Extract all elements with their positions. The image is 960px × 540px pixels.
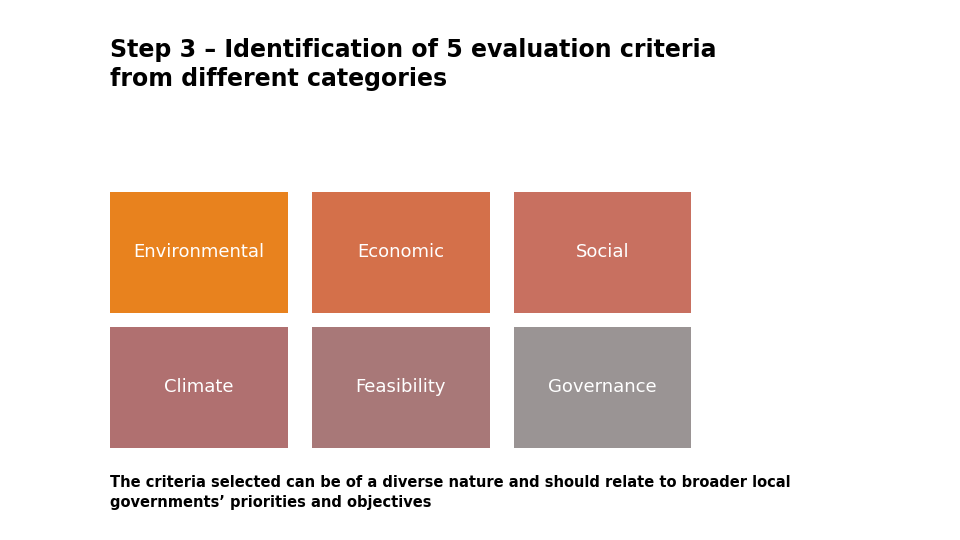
Text: Governance: Governance [548,379,657,396]
Text: Step 3 – Identification of 5 evaluation criteria
from different categories: Step 3 – Identification of 5 evaluation … [110,38,717,91]
Text: Feasibility: Feasibility [355,379,446,396]
Text: Environmental: Environmental [133,244,265,261]
Text: The criteria selected can be of a diverse nature and should relate to broader lo: The criteria selected can be of a divers… [110,475,791,510]
Text: Social: Social [576,244,629,261]
Text: Climate: Climate [164,379,234,396]
Text: Economic: Economic [357,244,444,261]
